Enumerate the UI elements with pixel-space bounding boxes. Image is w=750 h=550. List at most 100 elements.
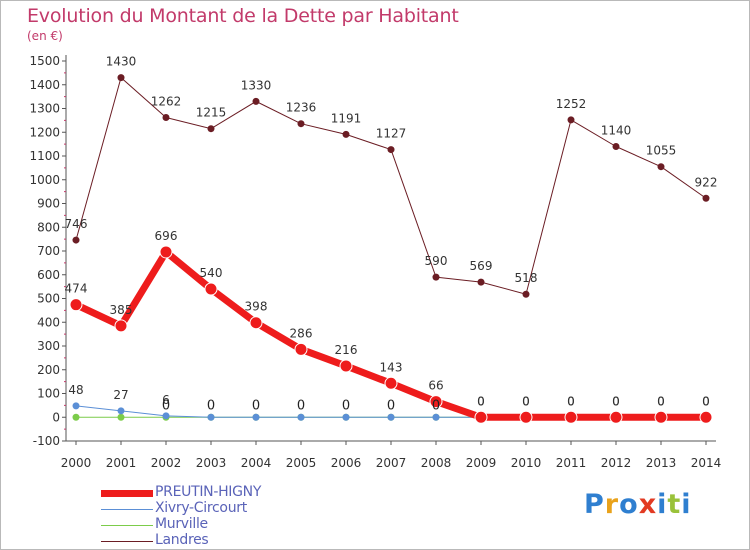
series-line bbox=[74, 248, 706, 421]
x-tick-label: 2002 bbox=[151, 456, 182, 470]
x-tick-label: 2013 bbox=[646, 456, 677, 470]
series-point bbox=[297, 413, 305, 421]
y-tick-label: 500 bbox=[37, 292, 60, 306]
series-point bbox=[252, 413, 260, 421]
series-point bbox=[519, 410, 533, 424]
data-label: 1127 bbox=[376, 127, 407, 141]
data-label: 1215 bbox=[196, 106, 227, 120]
x-tick-label: 2007 bbox=[376, 456, 407, 470]
data-label: 0 bbox=[702, 394, 710, 408]
series-point bbox=[477, 278, 485, 286]
series-point bbox=[474, 410, 488, 424]
logo-letter: i bbox=[657, 489, 668, 520]
series-line bbox=[75, 77, 707, 295]
series-point bbox=[432, 413, 440, 421]
data-label: 0 bbox=[567, 394, 575, 408]
series-point bbox=[207, 413, 215, 421]
data-label: 540 bbox=[200, 266, 223, 280]
series-point bbox=[252, 97, 260, 105]
y-tick-label: 700 bbox=[37, 244, 60, 258]
series-point bbox=[207, 125, 215, 133]
data-label: 746 bbox=[65, 217, 88, 231]
series-point bbox=[162, 114, 170, 122]
series-point bbox=[297, 120, 305, 128]
data-label: 0 bbox=[567, 394, 575, 408]
logo-letter: t bbox=[667, 489, 682, 520]
series-point bbox=[339, 359, 353, 373]
logo-letter: P bbox=[584, 489, 605, 520]
series-point bbox=[294, 342, 308, 356]
data-label: 216 bbox=[335, 343, 358, 357]
y-tick-label: 1000 bbox=[29, 173, 60, 187]
legend-swatch bbox=[101, 490, 153, 497]
series-point bbox=[387, 146, 395, 154]
series-point bbox=[384, 376, 398, 390]
series-point bbox=[522, 290, 530, 298]
x-tick-label: 2011 bbox=[556, 456, 587, 470]
data-label: 0 bbox=[657, 394, 665, 408]
y-tick-label: 1300 bbox=[29, 102, 60, 116]
series-point bbox=[612, 143, 620, 150]
series-point bbox=[69, 298, 83, 312]
data-label: 1430 bbox=[106, 55, 137, 69]
series-point bbox=[72, 413, 80, 421]
data-label: 0 bbox=[387, 398, 395, 413]
data-label: 1236 bbox=[286, 101, 317, 115]
data-label: 0 bbox=[522, 394, 530, 408]
series-point bbox=[204, 282, 218, 296]
series-point bbox=[342, 413, 350, 421]
series-point bbox=[72, 402, 80, 410]
series-point bbox=[657, 163, 665, 171]
logo-letter: r bbox=[604, 489, 620, 520]
series-point bbox=[387, 413, 395, 421]
x-tick-label: 2010 bbox=[511, 456, 542, 470]
data-label: 0 bbox=[657, 394, 665, 408]
x-tick-label: 2008 bbox=[421, 456, 452, 470]
series-point bbox=[432, 273, 440, 281]
x-tick-label: 2014 bbox=[691, 456, 722, 470]
x-tick-label: 2003 bbox=[196, 456, 227, 470]
chart-unit: (en €) bbox=[27, 29, 63, 43]
series-point bbox=[702, 194, 710, 202]
y-tick-label: 1400 bbox=[29, 78, 60, 92]
data-label: 0 bbox=[207, 398, 215, 413]
data-label: 0 bbox=[252, 398, 260, 413]
data-label: 922 bbox=[695, 175, 718, 189]
data-label: 0 bbox=[162, 398, 170, 413]
x-tick-label: 2004 bbox=[241, 456, 272, 470]
series-point bbox=[654, 410, 668, 424]
data-label: 1055 bbox=[646, 144, 677, 158]
data-label: 0 bbox=[477, 394, 485, 408]
y-tick-label: 400 bbox=[37, 315, 60, 329]
data-label: 0 bbox=[702, 394, 710, 408]
data-label: 590 bbox=[425, 254, 448, 268]
y-tick-label: 1500 bbox=[29, 54, 60, 68]
series-point bbox=[114, 319, 128, 333]
series-point bbox=[162, 412, 170, 420]
data-label: 569 bbox=[470, 259, 493, 273]
data-label: 1262 bbox=[151, 95, 182, 109]
x-tick-label: 2001 bbox=[106, 456, 137, 470]
data-label: 48 bbox=[68, 383, 83, 397]
series-point bbox=[72, 236, 80, 244]
legend-swatch bbox=[101, 541, 153, 542]
legend-label: Xivry-Circourt bbox=[155, 500, 247, 516]
x-tick-label: 2012 bbox=[601, 456, 632, 470]
data-label: 286 bbox=[290, 326, 313, 340]
y-tick-label: 200 bbox=[37, 363, 60, 377]
y-tick-label: -100 bbox=[33, 434, 60, 448]
series-point bbox=[342, 130, 350, 138]
series-point bbox=[567, 116, 575, 124]
x-tick-label: 2000 bbox=[61, 456, 92, 470]
legend-label: Landres bbox=[155, 532, 209, 548]
y-tick-label: 100 bbox=[37, 387, 60, 401]
data-label: 696 bbox=[155, 229, 178, 243]
data-label: 474 bbox=[65, 282, 88, 296]
series-point bbox=[159, 245, 173, 259]
series-point bbox=[249, 316, 263, 330]
data-label: 143 bbox=[380, 360, 403, 374]
data-label: 385 bbox=[110, 303, 133, 317]
chart-title: Evolution du Montant de la Dette par Hab… bbox=[27, 5, 459, 27]
y-tick-label: 1200 bbox=[29, 125, 60, 139]
